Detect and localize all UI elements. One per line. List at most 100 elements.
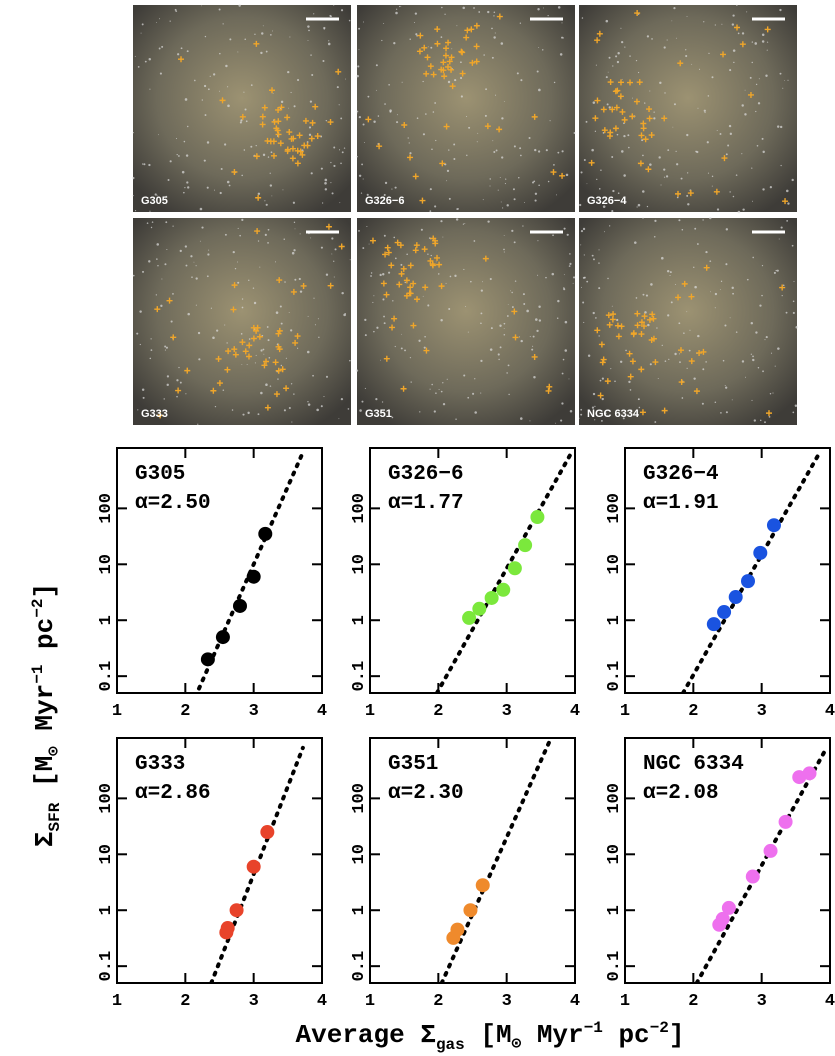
star <box>565 321 568 324</box>
star <box>271 195 272 196</box>
star <box>184 187 185 188</box>
y-tick-label: 100 <box>97 783 116 814</box>
star <box>404 349 406 351</box>
star <box>205 114 207 116</box>
star <box>148 164 150 166</box>
star <box>321 247 323 249</box>
star <box>505 183 506 184</box>
star <box>463 374 465 376</box>
star <box>607 278 608 279</box>
star <box>784 80 785 81</box>
star <box>198 358 200 360</box>
star <box>514 145 516 147</box>
star <box>332 192 334 194</box>
star <box>183 192 185 194</box>
star <box>754 419 756 421</box>
star <box>490 348 493 351</box>
y-tick-label: 100 <box>350 783 369 814</box>
star <box>667 314 669 316</box>
x-tick-label: 3 <box>757 992 767 1011</box>
star <box>624 46 625 47</box>
star <box>564 274 565 275</box>
star <box>667 39 668 40</box>
image-label: G351 <box>365 408 392 420</box>
star <box>270 173 271 174</box>
star <box>158 134 159 135</box>
data-point <box>260 825 274 839</box>
panel-title: G351 <box>388 753 438 776</box>
data-point <box>496 583 510 597</box>
star <box>637 206 638 207</box>
sky-image: G305 <box>132 4 351 212</box>
star <box>560 53 563 56</box>
sky-image: G333 <box>133 218 351 425</box>
star <box>704 112 705 113</box>
star <box>409 39 410 40</box>
star <box>264 200 265 201</box>
star <box>324 182 327 185</box>
data-point <box>717 605 731 619</box>
star <box>705 251 707 253</box>
star <box>221 168 223 170</box>
star <box>787 202 789 204</box>
star <box>397 114 398 115</box>
star <box>583 228 585 230</box>
star <box>446 180 447 181</box>
star <box>356 156 358 158</box>
star <box>342 151 344 153</box>
star <box>741 104 743 106</box>
star <box>423 133 425 135</box>
star <box>224 143 226 145</box>
star <box>654 220 656 222</box>
star <box>219 91 220 92</box>
star <box>723 360 725 362</box>
image-background <box>357 218 575 425</box>
star <box>384 235 386 237</box>
star <box>341 398 343 400</box>
star <box>167 375 169 377</box>
y-tick-label: 0.1 <box>97 951 116 982</box>
y-tick-label: 1 <box>97 905 116 915</box>
star <box>324 28 325 29</box>
star <box>629 55 630 56</box>
star <box>216 329 218 331</box>
star <box>227 181 230 184</box>
star <box>145 61 147 63</box>
panel-slope: α=2.86 <box>135 782 211 805</box>
star <box>170 21 171 22</box>
star <box>507 204 509 206</box>
star <box>322 202 323 203</box>
star <box>610 368 611 369</box>
star <box>275 261 276 262</box>
x-tick-label: 3 <box>502 992 512 1011</box>
star <box>258 240 259 241</box>
star <box>312 375 314 377</box>
star <box>334 277 335 278</box>
star <box>307 351 310 354</box>
star <box>258 413 260 415</box>
star <box>650 283 653 286</box>
star <box>255 362 256 363</box>
star <box>422 81 423 82</box>
star <box>419 411 420 412</box>
star <box>358 28 360 30</box>
y-tick-label: 100 <box>605 493 624 524</box>
star <box>237 262 238 263</box>
data-point <box>764 844 778 858</box>
star <box>177 53 179 55</box>
x-tick-label: 2 <box>688 992 698 1011</box>
star <box>132 195 133 196</box>
star <box>660 184 661 185</box>
star <box>532 346 533 347</box>
star <box>388 272 390 274</box>
star <box>318 337 319 338</box>
x-tick-label: 3 <box>249 702 259 721</box>
data-point <box>201 652 215 666</box>
star <box>621 150 624 153</box>
star <box>455 419 456 420</box>
star <box>761 295 762 296</box>
star <box>774 272 776 274</box>
star <box>581 287 582 288</box>
y-tick-label: 1 <box>350 615 369 625</box>
star <box>473 240 475 242</box>
